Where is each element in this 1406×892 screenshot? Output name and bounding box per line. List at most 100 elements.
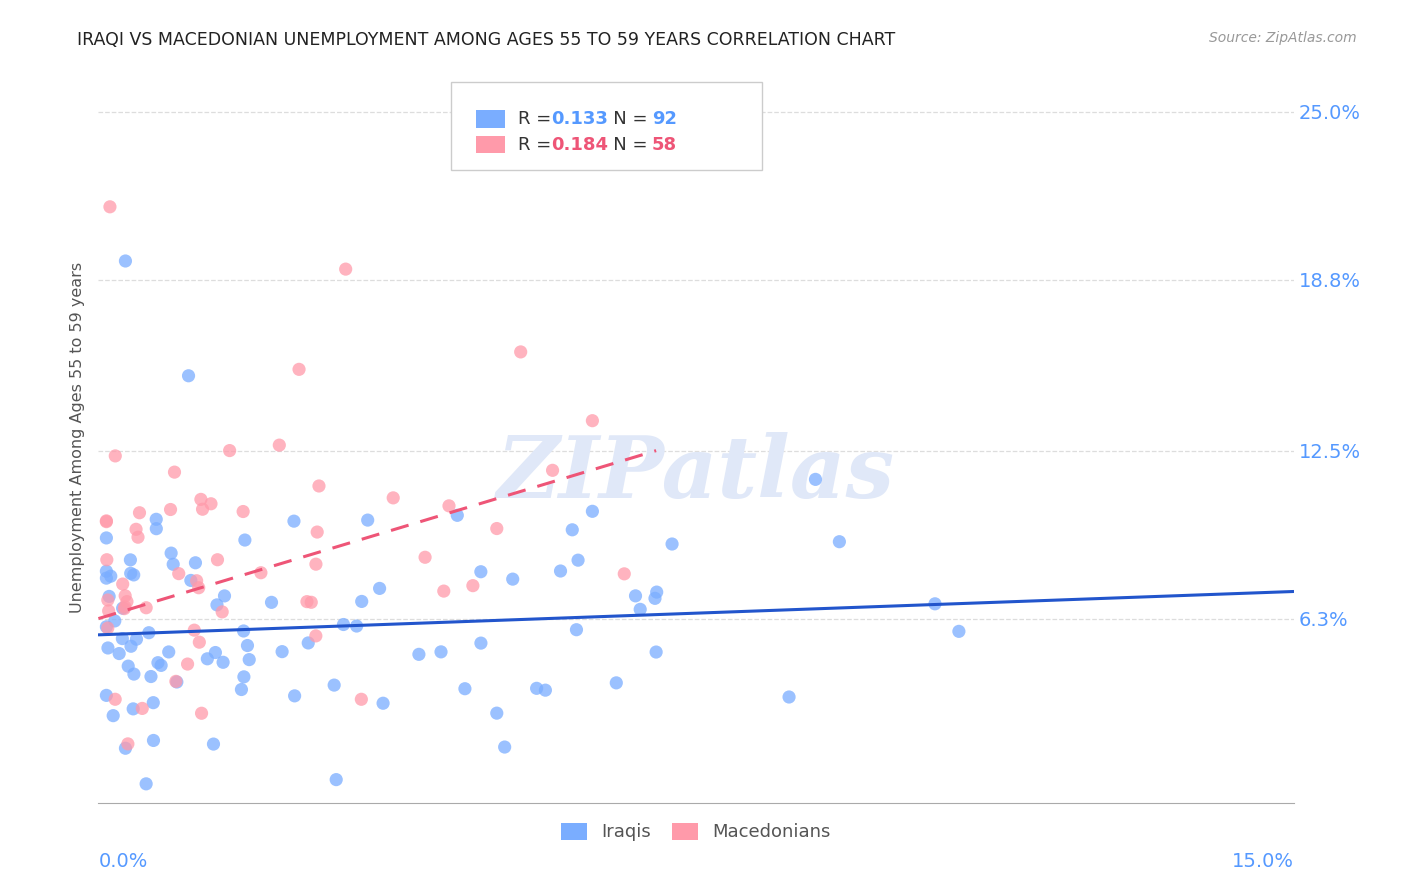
Point — [117, 737, 139, 751]
Point — [437, 499, 460, 513]
Point — [135, 777, 157, 791]
Point — [323, 678, 346, 692]
Point — [100, 569, 122, 583]
Point — [112, 601, 135, 615]
Point — [283, 514, 305, 528]
Point — [948, 624, 970, 639]
Point — [231, 682, 253, 697]
Point — [98, 590, 121, 604]
Point — [509, 345, 531, 359]
Point — [114, 741, 136, 756]
Point — [104, 692, 127, 706]
Point — [120, 566, 142, 581]
Point — [122, 568, 145, 582]
Point — [176, 657, 198, 671]
Point — [232, 624, 254, 638]
Point — [114, 589, 136, 603]
Y-axis label: Unemployment Among Ages 55 to 59 years: Unemployment Among Ages 55 to 59 years — [70, 261, 86, 613]
Point — [128, 506, 150, 520]
Point — [190, 492, 212, 507]
Point — [165, 674, 187, 689]
Point — [96, 564, 118, 578]
Point — [145, 522, 167, 536]
Point — [233, 533, 256, 547]
Point — [232, 504, 254, 518]
Point — [924, 597, 946, 611]
Point — [159, 502, 181, 516]
Point — [97, 593, 120, 607]
Point — [117, 659, 139, 673]
Point — [191, 502, 214, 516]
Point — [581, 414, 603, 428]
Point — [308, 479, 330, 493]
Point — [205, 598, 228, 612]
Point — [250, 566, 273, 580]
Point — [139, 669, 162, 683]
Point — [111, 577, 134, 591]
Point — [184, 556, 207, 570]
FancyBboxPatch shape — [477, 110, 505, 128]
Point — [502, 572, 524, 586]
Point — [177, 368, 200, 383]
Point — [485, 706, 508, 720]
Point — [190, 706, 212, 721]
Point — [271, 645, 294, 659]
Point — [628, 602, 651, 616]
Point — [98, 200, 121, 214]
Point — [332, 617, 354, 632]
Point — [145, 512, 167, 526]
Point — [325, 772, 347, 787]
Point — [550, 564, 572, 578]
Point — [125, 522, 148, 536]
FancyBboxPatch shape — [451, 82, 762, 170]
Point — [96, 571, 118, 585]
Point — [350, 594, 373, 608]
Point — [804, 472, 827, 486]
Point — [125, 632, 148, 647]
Point — [645, 585, 668, 599]
Text: 0.184: 0.184 — [551, 136, 609, 153]
Point — [211, 605, 233, 619]
Point — [212, 655, 235, 669]
Point — [605, 676, 627, 690]
Text: R =: R = — [517, 136, 557, 153]
Point — [645, 645, 668, 659]
Point — [163, 465, 186, 479]
Point — [828, 534, 851, 549]
Point — [305, 629, 328, 643]
Point — [485, 522, 508, 536]
Point — [526, 681, 548, 696]
Point — [581, 504, 603, 518]
Point — [111, 632, 134, 646]
Legend: Iraqis, Macedonians: Iraqis, Macedonians — [554, 815, 838, 848]
Point — [413, 550, 436, 565]
Point — [433, 584, 456, 599]
Point — [430, 645, 453, 659]
Point — [160, 546, 183, 560]
Point — [96, 514, 118, 528]
Point — [335, 262, 357, 277]
Point — [142, 733, 165, 747]
Point — [238, 652, 260, 666]
Point — [541, 463, 564, 477]
Text: N =: N = — [596, 136, 652, 153]
Point — [470, 636, 492, 650]
Point — [295, 594, 318, 608]
Point — [97, 621, 120, 635]
Point — [470, 565, 492, 579]
Text: R =: R = — [517, 110, 557, 128]
Point — [135, 600, 157, 615]
Point — [305, 557, 328, 571]
Point — [307, 524, 329, 539]
Point — [346, 619, 368, 633]
Point — [269, 438, 291, 452]
Text: 0.133: 0.133 — [551, 110, 609, 128]
Point — [371, 696, 394, 710]
Point — [103, 708, 125, 723]
Point — [368, 582, 391, 596]
Point — [180, 574, 202, 588]
Point — [408, 648, 430, 662]
Point — [567, 553, 589, 567]
Text: Source: ZipAtlas.com: Source: ZipAtlas.com — [1209, 31, 1357, 45]
Point — [183, 623, 205, 637]
